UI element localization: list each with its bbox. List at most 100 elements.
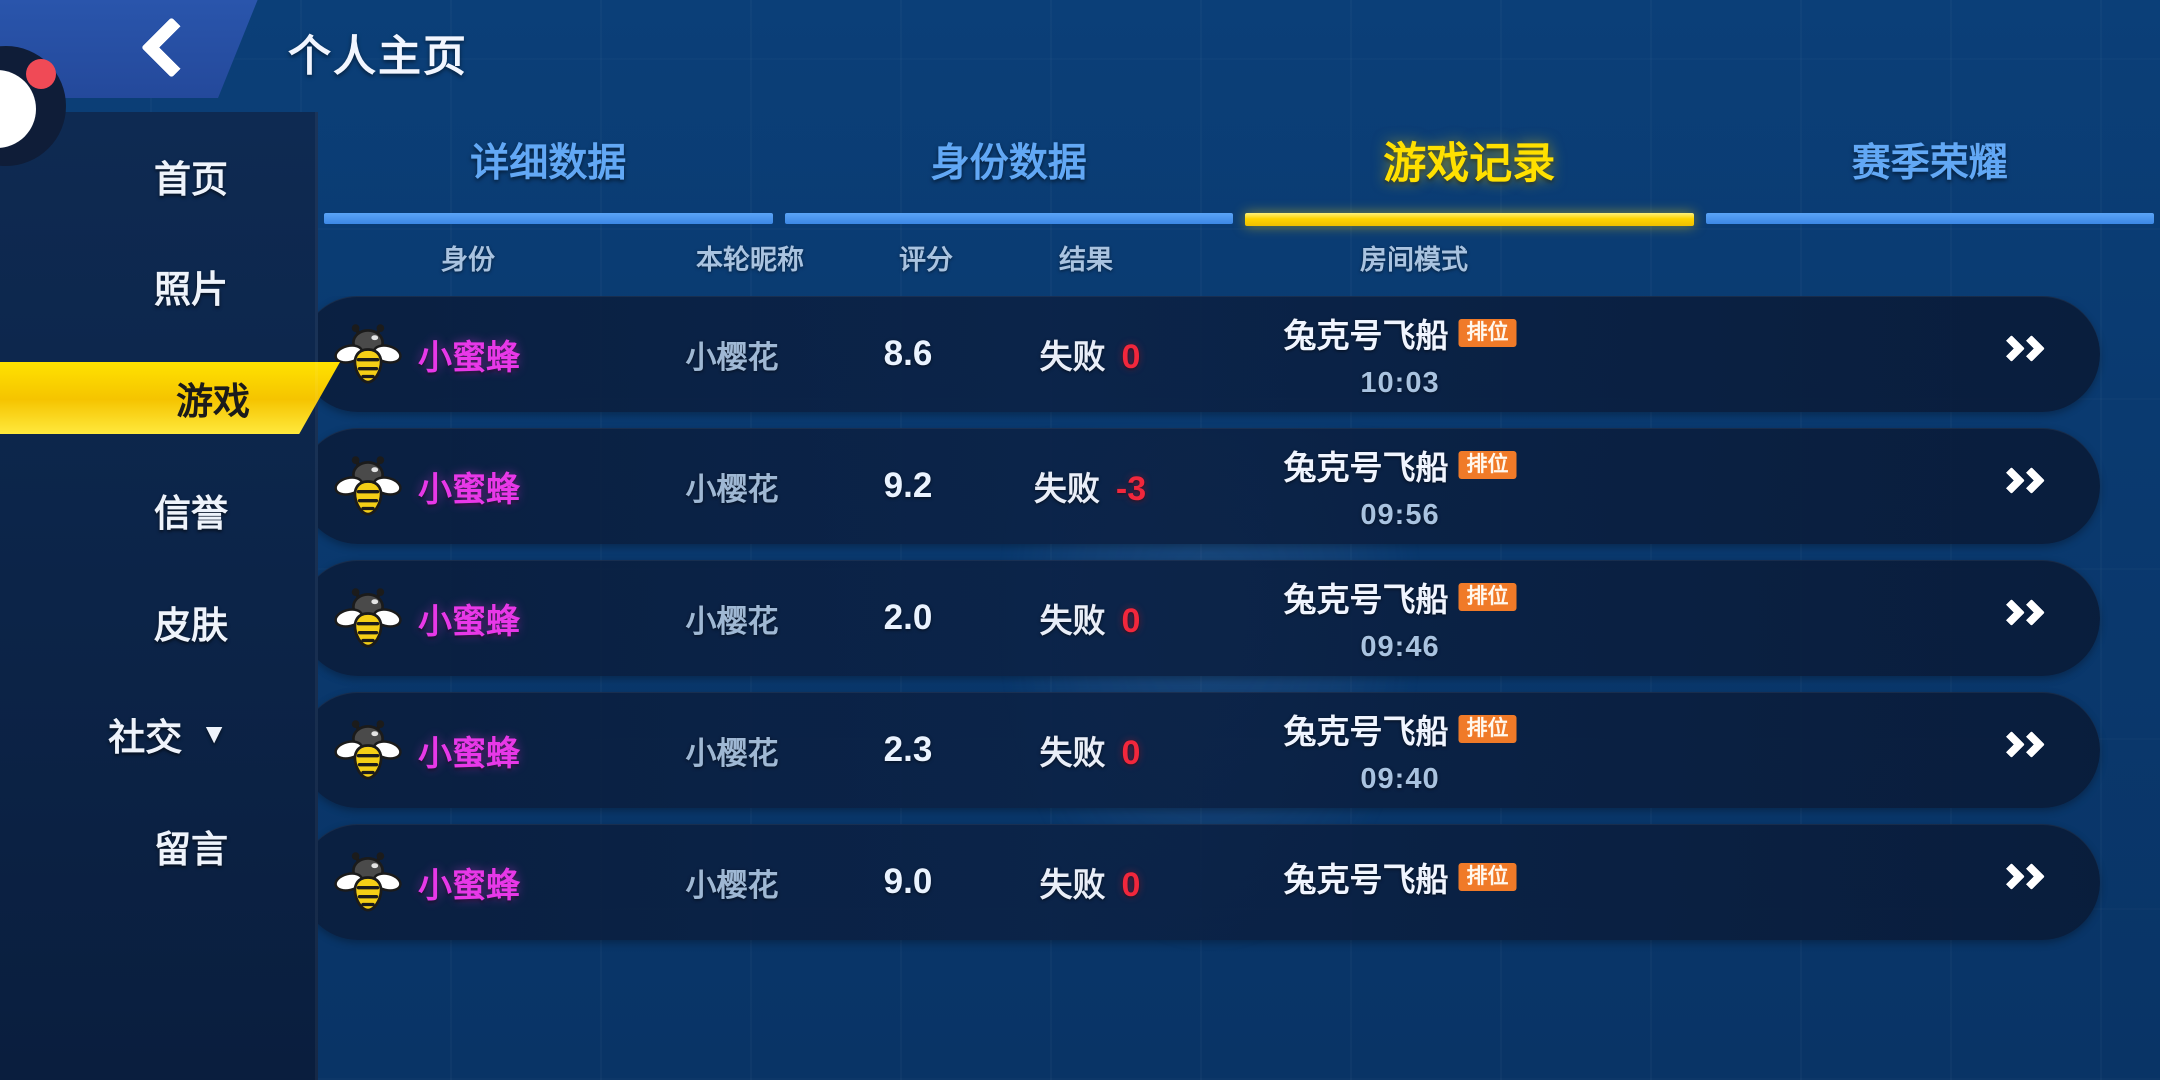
room-name: 兔克号飞船	[1283, 448, 1449, 486]
sidebar-item-skins[interactable]: 皮肤	[0, 586, 318, 658]
tab-bar: 详细数据 身份数据 游戏记录 赛季荣耀	[318, 112, 2160, 232]
status-badge: 排位	[1458, 582, 1517, 611]
sidebar-item-home[interactable]: 首页	[0, 140, 318, 212]
table-row[interactable]: 小蜜蜂 小樱花 9.2 失败 -3 兔克号飞船 排位 09:56	[318, 428, 2100, 544]
status-badge: 排位	[1458, 714, 1517, 743]
tab-season-honor[interactable]: 赛季荣耀	[1700, 112, 2160, 232]
role-cell: 小蜜蜂	[418, 560, 520, 676]
column-header-nickname: 本轮昵称	[696, 245, 804, 275]
content-area: 详细数据 身份数据 游戏记录 赛季荣耀 身份 本轮昵称 评分 结果 房间模式	[318, 112, 2160, 1080]
room-cell: 兔克号飞船 排位	[1284, 824, 1517, 940]
room-cell: 兔克号飞船 排位 10:03	[1284, 296, 1517, 412]
sidebar-item-label: 首页	[154, 159, 228, 200]
chevron-down-icon: ▼	[200, 718, 228, 749]
nickname-cell: 小樱花	[686, 692, 779, 808]
sidebar-item-social[interactable]: 社交 ▼	[0, 698, 318, 770]
top-bar: 个人主页	[0, 0, 2160, 112]
sidebar-item-label: 信誉	[154, 493, 228, 534]
result-cell: 失败 0	[1040, 692, 1141, 808]
result-delta: -3	[1115, 470, 1147, 508]
tab-label: 赛季荣耀	[1851, 142, 2008, 185]
bee-icon	[322, 428, 414, 544]
table-row[interactable]: 小蜜蜂 小樱花 8.6 失败 0 兔克号飞船 排位 10:03	[318, 296, 2100, 412]
sidebar-item-messages[interactable]: 留言	[0, 810, 318, 882]
tab-detailed-data[interactable]: 详细数据	[318, 112, 779, 232]
score-cell: 2.3	[884, 692, 933, 808]
table-row[interactable]: 小蜜蜂 小樱花 9.0 失败 0 兔克号飞船 排位	[318, 824, 2100, 940]
bee-icon	[322, 296, 414, 412]
game-records-list[interactable]: 小蜜蜂 小樱花 8.6 失败 0 兔克号飞船 排位 10:03	[318, 296, 2160, 1080]
row-expand-button[interactable]	[1998, 296, 2054, 412]
room-time: 09:40	[1360, 762, 1440, 795]
result-cell: 失败 0	[1040, 560, 1141, 676]
result-text: 失败	[1039, 734, 1106, 771]
nickname-cell: 小樱花	[686, 428, 779, 544]
tab-underline	[1705, 213, 2154, 224]
tab-label: 身份数据	[930, 142, 1087, 185]
sidebar-item-games[interactable]: 游戏	[0, 362, 340, 434]
sidebar-item-photos[interactable]: 照片	[0, 250, 318, 322]
result-cell: 失败 0	[1040, 824, 1141, 940]
result-cell: 失败 0	[1040, 296, 1141, 412]
sidebar-item-reputation[interactable]: 信誉	[0, 474, 318, 546]
nickname: 小樱花	[685, 735, 779, 771]
result-text: 失败	[1039, 866, 1106, 903]
tab-underline-active	[1245, 213, 1694, 226]
column-header-room-mode: 房间模式	[1360, 245, 1468, 275]
row-expand-button[interactable]	[1998, 428, 2054, 544]
notification-dot-icon	[26, 59, 56, 89]
tab-label: 详细数据	[470, 142, 627, 185]
sidebar-item-label: 照片	[154, 269, 228, 310]
bee-icon	[322, 824, 414, 940]
double-chevron-right-icon	[1998, 331, 2054, 377]
nickname: 小樱花	[685, 339, 779, 375]
room-cell: 兔克号飞船 排位 09:56	[1284, 428, 1517, 544]
tab-identity-data[interactable]: 身份数据	[779, 112, 1240, 232]
role-name: 小蜜蜂	[418, 866, 520, 905]
result-delta: 0	[1121, 734, 1141, 772]
result-cell: 失败 -3	[1034, 428, 1146, 544]
tab-underline	[324, 213, 773, 224]
column-header-score: 评分	[899, 245, 953, 275]
status-badge: 排位	[1458, 450, 1517, 479]
room-name: 兔克号飞船	[1283, 861, 1449, 898]
room-time: 10:03	[1360, 366, 1440, 399]
room-time: 09:46	[1360, 630, 1440, 663]
bee-icon	[322, 692, 414, 808]
role-name: 小蜜蜂	[418, 734, 520, 773]
sidebar-item-label: 皮肤	[154, 605, 228, 646]
tab-game-records[interactable]: 游戏记录	[1239, 112, 1700, 232]
room-time: 09:56	[1360, 498, 1440, 531]
score-cell: 2.0	[884, 560, 933, 676]
back-chevron-icon	[134, 19, 188, 73]
role-cell: 小蜜蜂	[418, 824, 520, 940]
table-row[interactable]: 小蜜蜂 小樱花 2.0 失败 0 兔克号飞船 排位 09:46	[318, 560, 2100, 676]
score-value: 2.3	[883, 730, 933, 769]
sidebar-item-label: 游戏	[176, 381, 250, 422]
table-column-headers: 身份 本轮昵称 评分 结果 房间模式	[318, 238, 2160, 288]
bee-icon	[322, 560, 414, 676]
role-cell: 小蜜蜂	[418, 296, 520, 412]
nickname-cell: 小樱花	[686, 296, 779, 412]
room-name: 兔克号飞船	[1283, 712, 1449, 750]
sidebar-item-label: 社交	[108, 717, 183, 758]
score-cell: 8.6	[884, 296, 933, 412]
status-badge: 排位	[1458, 863, 1517, 891]
room-name: 兔克号飞船	[1283, 316, 1449, 354]
nickname-cell: 小樱花	[686, 824, 779, 940]
sidebar: 首页 照片 游戏 信誉 皮肤 社交 ▼ 留言	[0, 112, 340, 1080]
sidebar-item-label: 留言	[154, 829, 228, 870]
score-value: 9.0	[883, 862, 933, 901]
row-expand-button[interactable]	[1998, 692, 2054, 808]
row-expand-button[interactable]	[1998, 824, 2054, 940]
role-name: 小蜜蜂	[418, 602, 520, 641]
result-text: 失败	[1033, 470, 1100, 507]
row-expand-button[interactable]	[1998, 560, 2054, 676]
tab-underline	[784, 213, 1233, 224]
result-delta: 0	[1121, 866, 1141, 904]
page-title: 个人主页	[288, 33, 468, 81]
role-name: 小蜜蜂	[418, 338, 520, 377]
room-cell: 兔克号飞船 排位 09:46	[1284, 560, 1517, 676]
table-row[interactable]: 小蜜蜂 小樱花 2.3 失败 0 兔克号飞船 排位 09:40	[318, 692, 2100, 808]
